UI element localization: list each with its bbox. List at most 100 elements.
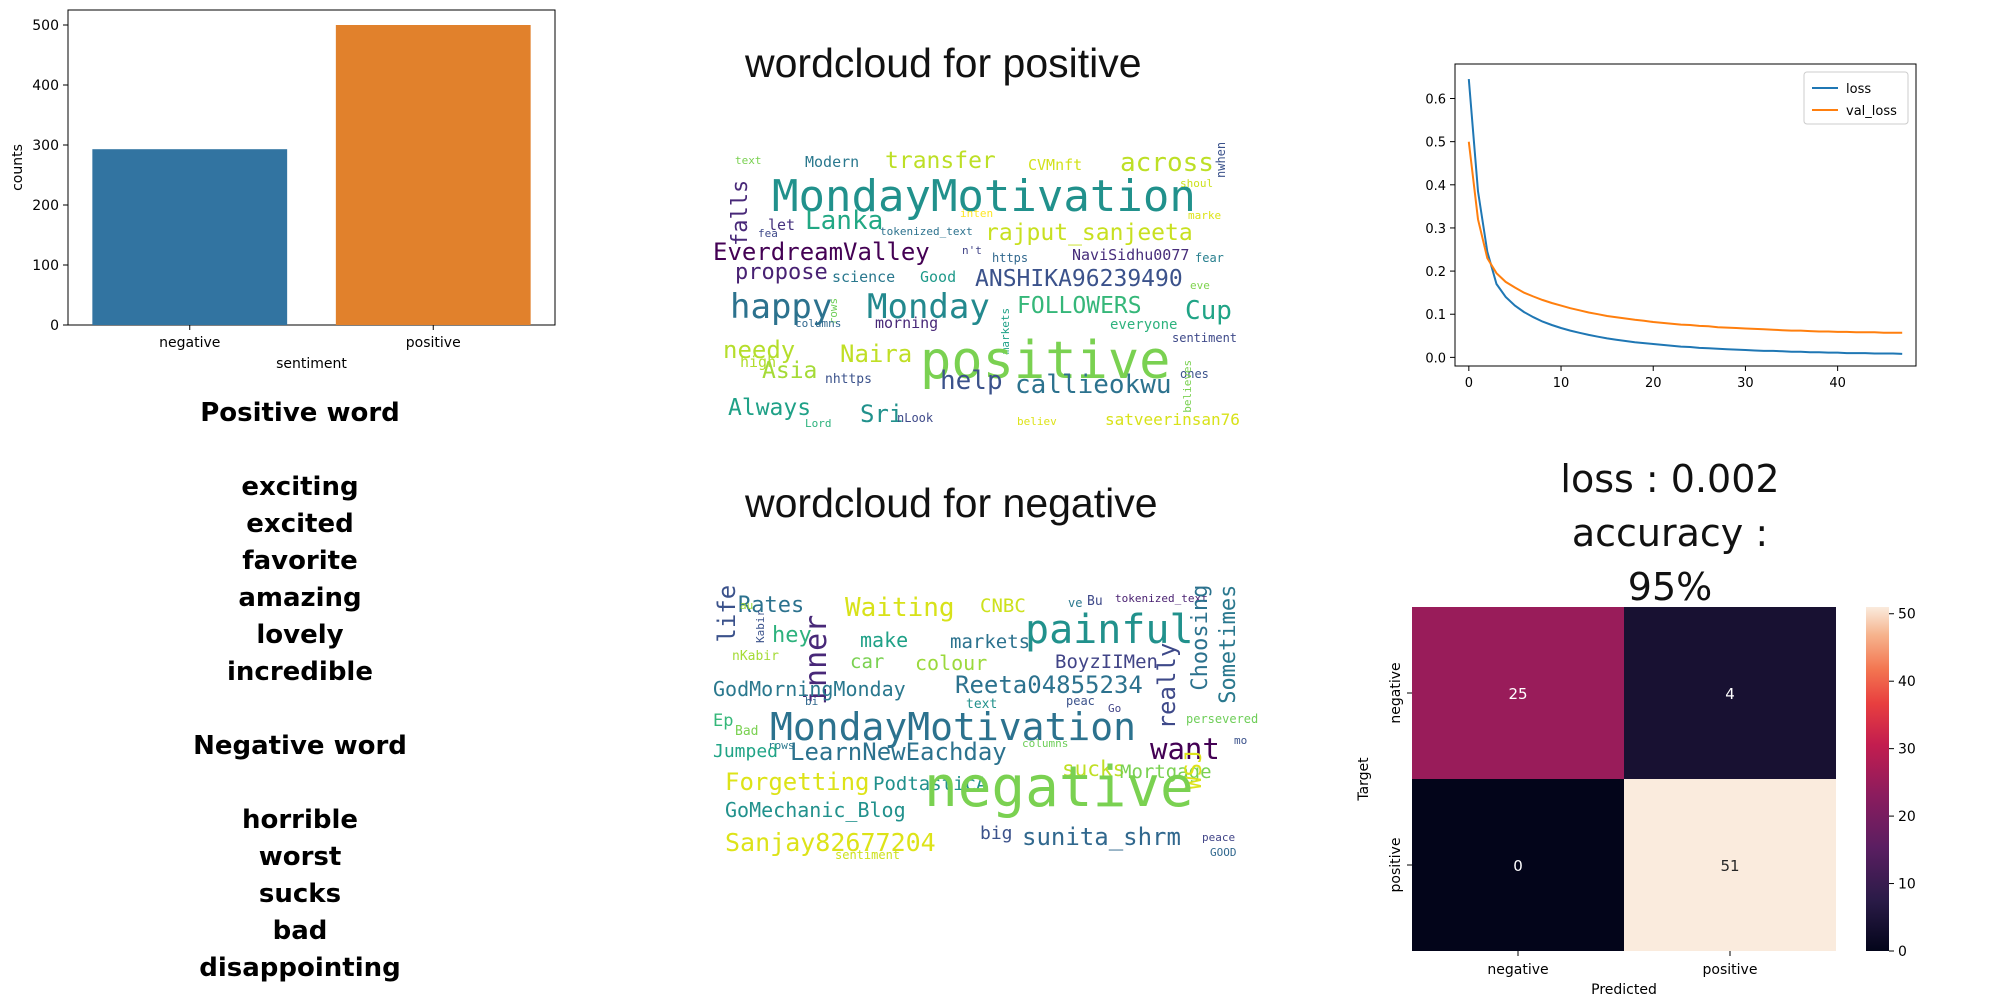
x-axis-label: Predicted <box>1591 982 1657 998</box>
colorbar-tick-label: 50 <box>1898 607 1916 623</box>
wordcloud-word: want <box>1150 732 1220 766</box>
y-tick-label: negative <box>1388 662 1404 723</box>
colorbar-tick-label: 20 <box>1898 809 1916 825</box>
sentiment-count-bar-chart: 0 100 200 300 400 500 negative positive sentimen… <box>10 9 556 372</box>
wordcloud-word: ones <box>1180 367 1209 381</box>
y-axis-label: counts <box>10 144 26 191</box>
wordcloud-word: really <box>1153 642 1181 730</box>
wordcloud-word: rows <box>768 739 795 752</box>
wordcloud-word: ve <box>1068 596 1083 610</box>
wordcloud-word: high <box>740 353 777 371</box>
wordcloud-word: https <box>992 251 1029 265</box>
wordcloud-word: markets <box>950 631 1031 653</box>
y-axis-label: Target <box>1356 757 1372 802</box>
wordcloud-word: eve <box>1190 279 1210 292</box>
positive-word: exciting <box>241 472 359 502</box>
wordcloud-word: NaviSidhu0077 <box>1072 246 1190 264</box>
y-tick-label: 0.2 <box>1425 265 1446 280</box>
x-axis-label: sentiment <box>276 356 347 372</box>
metrics-summary: loss : 0.002 accuracy : 95% <box>1530 452 1810 614</box>
wordcloud-word: Rates <box>738 593 805 618</box>
wordcloud-word: Forgetting <box>725 768 870 796</box>
wordcloud-word: Sometimes <box>1216 584 1241 704</box>
wordcloud-word: sentiment <box>1172 331 1238 345</box>
negative-word-list: horrible worst sucks bad disappointing <box>150 802 450 987</box>
wordcloud-word: Lanka <box>805 206 884 236</box>
y-tick-label: positive <box>1388 838 1404 893</box>
legend-label-val_loss: val_loss <box>1846 104 1897 119</box>
y-tick-label: 0.5 <box>1425 136 1446 151</box>
wordcloud-word: help <box>940 366 1003 396</box>
wordcloud-word: believ <box>1017 415 1057 428</box>
wordcloud-word: negative <box>924 755 1194 820</box>
wordcloud-word: Go <box>1108 702 1122 715</box>
colorbar-tick-label: 40 <box>1898 674 1916 690</box>
wordcloud-word: tokenized_text <box>1115 592 1208 605</box>
wordcloud-word: Cup <box>1185 296 1232 326</box>
wordcloud-word: sentiment <box>835 848 901 862</box>
wordcloud-word: positive <box>920 331 1171 391</box>
wordcloud-word: n't <box>962 244 982 257</box>
wordcloud-positive-title: wordcloud for positive <box>745 40 1142 86</box>
heatmap-cell <box>1624 779 1836 951</box>
wordcloud-word: bi <box>805 695 819 708</box>
wordcloud-word: columns <box>795 317 842 330</box>
heatmap-cell-value: 25 <box>1508 685 1527 703</box>
x-tick-label: 0 <box>1465 376 1473 391</box>
wordcloud-word: inten <box>960 207 994 220</box>
x-tick-label: positive <box>406 335 461 351</box>
loss-line-chart: 0.0 0.1 0.2 0.3 0.4 0.5 0.6 0 10 20 30 40 loss val_lo… <box>1425 63 1917 391</box>
legend-label-loss: loss <box>1846 82 1871 97</box>
wordcloud-word: make <box>860 628 909 652</box>
wordcloud-word: sunita_shrm <box>1022 823 1181 851</box>
wordcloud-word: persevered <box>1186 712 1259 726</box>
wordcloud-word: Bu <box>1087 594 1103 609</box>
wordcloud-word: GOOD <box>1210 846 1237 859</box>
bar-plot-area: 0 100 200 300 400 500 negative positive sentimen… <box>10 9 556 372</box>
positive-word-list: exciting excited favorite amazing lovely incr… <box>150 469 450 691</box>
y-tick-label: 500 <box>32 18 59 34</box>
wordcloud-word: shoul <box>1180 177 1214 190</box>
wordcloud-word: Lord <box>805 417 832 430</box>
wordcloud-word: peac <box>1066 694 1095 708</box>
wordcloud-word: CVMnft <box>1028 156 1083 174</box>
colorbar-tick-label: 0 <box>1898 944 1907 960</box>
negative-word: disappointing <box>199 953 401 983</box>
wordcloud-word: EverdreamValley <box>713 238 930 266</box>
wordcloud-positive: text Modern transfer CVMnft across nwhen falls… <box>710 140 1270 429</box>
series-line-val_loss <box>1467 141 1903 334</box>
wordcloud-word: car <box>850 651 885 673</box>
positive-word: amazing <box>238 583 362 613</box>
heatmap-cell-value: 4 <box>1725 685 1735 703</box>
wordcloud-word: needy <box>723 336 796 364</box>
wordcloud-word: propose <box>735 260 828 285</box>
wordcloud-word: Jumped <box>713 741 779 762</box>
wordcloud-word: MondayMotivation <box>770 705 1137 749</box>
y-tick-label: 0.3 <box>1425 222 1446 237</box>
x-tick-label: 40 <box>1829 376 1846 391</box>
positive-word: excited <box>246 509 354 539</box>
wordcloud-word: Reeta04855234 <box>955 671 1143 699</box>
bar-negative <box>92 149 288 325</box>
wordcloud-word: Monday <box>867 287 990 327</box>
wordcloud-word: tokenized_text <box>880 225 973 238</box>
wordcloud-word: satveerinsan76 <box>1105 410 1240 429</box>
bar-positive <box>335 25 531 325</box>
heatmap-cell <box>1412 779 1624 951</box>
wordcloud-word: hey <box>772 623 812 648</box>
positive-word: favorite <box>242 546 358 576</box>
sentiment-word-list: Positive word exciting excited favorite ama… <box>150 395 450 987</box>
wordcloud-word: text <box>735 154 762 167</box>
wordcloud-word: PodtasticA <box>873 773 988 795</box>
wordcloud-word: nhttps <box>825 372 872 387</box>
heatmap-cell-value: 51 <box>1720 857 1739 875</box>
loss-value: loss : 0.002 <box>1560 457 1780 501</box>
wordcloud-word: LearnNewEachday <box>790 738 1007 766</box>
line-plot-area: 0.0 0.1 0.2 0.3 0.4 0.5 0.6 0 10 20 30 40 loss val_lo… <box>1425 63 1917 391</box>
wordcloud-word: columns <box>1022 737 1069 750</box>
wordcloud-negative: life Rates au Waiting CNBC ve Bu tokenized_text… <box>710 585 1270 865</box>
y-tick-label: 0.4 <box>1425 179 1446 194</box>
negative-word: bad <box>272 916 328 946</box>
